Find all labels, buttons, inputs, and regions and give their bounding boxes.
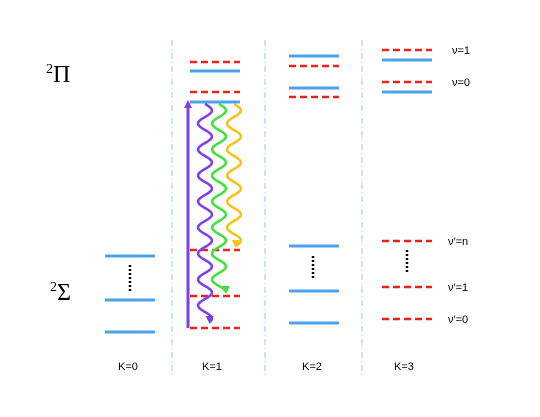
column-label: K=0 [118, 361, 138, 373]
column-label: K=1 [202, 361, 222, 373]
column-label: K=2 [302, 361, 322, 373]
term-symbol: Σ [57, 280, 71, 306]
level-label: ν′=n [448, 236, 468, 248]
decay-arrowhead [231, 240, 240, 248]
multiplicity: 2 [46, 62, 53, 77]
decay-arrowhead [221, 286, 230, 294]
state-label: 2Σ [50, 280, 71, 306]
decay-wave [196, 102, 214, 323]
column-label: K=3 [394, 361, 414, 373]
column-k3 [382, 48, 432, 321]
multiplicity: 2 [50, 280, 57, 295]
column-k0 [105, 254, 155, 334]
state-label: 2Π [46, 62, 70, 88]
level-label: ν′=1 [448, 282, 468, 294]
level-label: ν=1 [452, 45, 470, 57]
level-label: ν′=0 [448, 314, 468, 326]
decay-wave [225, 102, 243, 248]
column-k2 [289, 54, 339, 325]
decay-wave [210, 102, 228, 293]
decay-arrowhead [205, 316, 214, 324]
term-symbol: Π [53, 62, 70, 88]
level-label: ν=0 [452, 77, 470, 89]
